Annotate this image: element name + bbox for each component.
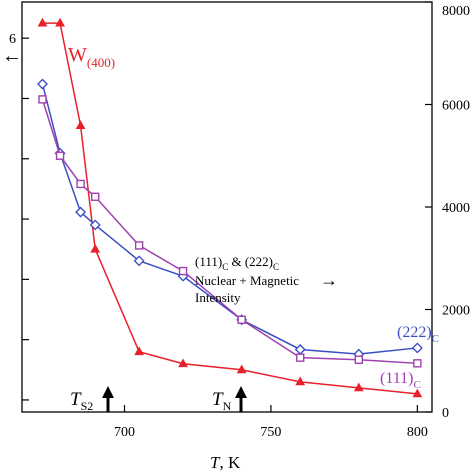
series-line-w-400	[42, 22, 418, 395]
data-point-w-400	[412, 388, 423, 398]
data-point-w-400	[295, 376, 306, 386]
annotation-line-1: (111)C & (222)C	[195, 254, 279, 272]
data-point-w-400	[353, 382, 364, 392]
data-point-111-c	[413, 359, 422, 368]
data-point-111-c	[296, 353, 305, 362]
data-point-111-c	[178, 266, 188, 276]
data-point-w-400	[55, 17, 65, 27]
data-point-w-400	[134, 346, 145, 356]
y-right-tick-label: 8000	[442, 4, 470, 19]
data-point-222-c	[37, 78, 48, 90]
marker-ts2-label: TS2	[70, 389, 93, 413]
axes: 700 750 800 6 0 2000 4000 6000 8000	[9, 1, 470, 440]
data-point-222-c	[411, 342, 423, 354]
x-tick-label: 800	[407, 425, 428, 440]
data-point-w-400	[236, 364, 247, 374]
series-label-w400: W(400)	[68, 44, 115, 70]
data-point-222-c	[89, 219, 101, 231]
data-point-111-c	[91, 192, 100, 201]
series-label-111: (111)C	[380, 370, 421, 391]
data-point-w-400	[90, 243, 101, 253]
data-point-111-c	[237, 315, 246, 324]
marker-tn-arrow	[235, 386, 247, 412]
data-point-111-c	[38, 95, 47, 104]
x-tick-label: 750	[260, 425, 281, 440]
data-point-222-c	[75, 206, 87, 218]
data-point-w-400	[75, 120, 86, 130]
series-label-222: (222)C	[397, 324, 439, 345]
y-right-tick-label: 2000	[442, 304, 470, 319]
annotation-line-3: Intensity	[195, 290, 241, 305]
y-right-tick-label: 0	[442, 406, 449, 421]
series-line-111-c	[41, 99, 418, 365]
data-point-w-400	[178, 358, 188, 368]
annotation-line-2: Nuclear + Magnetic	[195, 273, 299, 288]
data-point-111-c	[134, 241, 144, 250]
x-axis-title: T, K	[210, 453, 241, 472]
data-point-222-c	[294, 343, 306, 355]
y-right-tick-label: 4000	[442, 201, 470, 216]
series-layer	[37, 17, 423, 398]
data-point-w-400	[37, 17, 48, 27]
y-left-tick-label: 6	[9, 32, 16, 47]
series-line-222-c	[41, 83, 418, 355]
data-point-222-c	[133, 255, 145, 267]
annotation-arrow: →	[320, 270, 338, 290]
marker-ts2-arrow	[102, 386, 114, 412]
data-point-111-c	[354, 355, 363, 364]
marker-tn-label: TN	[212, 389, 232, 413]
data-point-111-c	[55, 151, 65, 160]
y-right-tick-label: 6000	[442, 99, 470, 114]
x-tick-label: 700	[114, 425, 135, 440]
data-point-111-c	[76, 179, 85, 189]
left-axis-arrow: ←	[2, 45, 22, 67]
